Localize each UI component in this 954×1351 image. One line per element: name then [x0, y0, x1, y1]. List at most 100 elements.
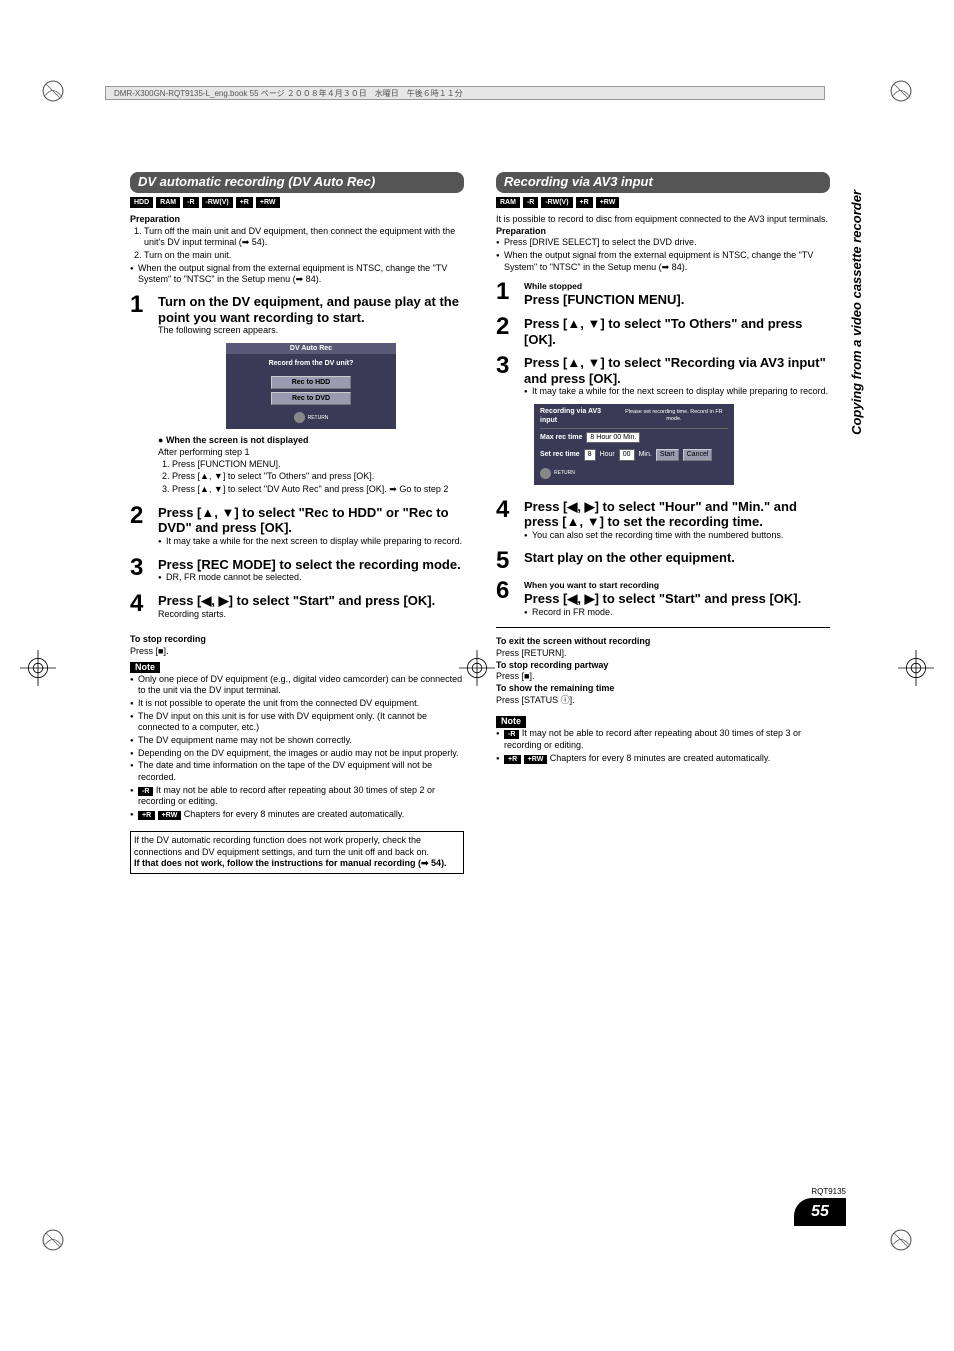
av3-dialog: Recording via AV3 input Please set recor… — [534, 404, 734, 484]
av3-intro: It is possible to record to disc from eq… — [496, 214, 830, 226]
return-icon — [294, 412, 305, 423]
step-title: Press [▲, ▼] to select "To Others" and p… — [524, 316, 830, 347]
troubleshoot-box: If the DV automatic recording function d… — [130, 831, 464, 874]
not-displayed-item: Press [▲, ▼] to select "DV Auto Rec" and… — [172, 484, 464, 496]
header-file-info: DMR-X300GN-RQT9135-L_eng.book 55 ページ ２００… — [105, 86, 825, 100]
set-rec-label: Set rec time — [540, 450, 580, 459]
min-unit: Min. — [639, 450, 652, 459]
badge-minus-r: -R — [504, 730, 519, 739]
doc-code: RQT9135 — [794, 1187, 846, 1196]
stop-partway-title: To stop recording partway — [496, 660, 830, 672]
dv-prep-heading: Preparation — [130, 214, 464, 226]
step-number: 4 — [496, 499, 514, 521]
hour-value[interactable]: 8 — [584, 449, 596, 460]
step-title: Press [◀, ▶] to select "Start" and press… — [524, 591, 830, 607]
step-number: 1 — [496, 281, 514, 303]
badge-plus-rw: +RW — [596, 197, 620, 208]
step-title: Turn on the DV equipment, and pause play… — [158, 294, 464, 325]
note-label: Note — [496, 716, 526, 728]
cancel-button[interactable]: Cancel — [683, 449, 713, 460]
stop-recording-text: Press [■]. — [130, 646, 464, 658]
step-after-text: Recording starts. — [158, 609, 464, 621]
dv-dialog-return: RETURN — [226, 408, 396, 423]
step-note: DR, FR mode cannot be selected. — [158, 572, 464, 584]
step-after-text: The following screen appears. — [158, 325, 464, 337]
note-item: Only one piece of DV equipment (e.g., di… — [130, 674, 464, 697]
av3-prep-heading: Preparation — [496, 226, 830, 238]
note-item: The DV input on this unit is for use wit… — [130, 711, 464, 734]
step-title: Press [▲, ▼] to select "Recording via AV… — [524, 355, 830, 386]
badge-plus-rw: +RW — [158, 811, 182, 820]
step-number: 3 — [496, 355, 514, 377]
not-displayed-lead: After performing step 1 — [158, 447, 464, 459]
column-dv-auto-rec: DV automatic recording (DV Auto Rec) HDD… — [130, 172, 464, 874]
start-button[interactable]: Start — [656, 449, 679, 460]
badge-ram: RAM — [496, 197, 520, 208]
note-item: +R +RW Chapters for every 8 minutes are … — [496, 753, 830, 765]
remaining-title: To show the remaining time — [496, 683, 830, 695]
return-label: RETURN — [554, 470, 575, 477]
not-displayed-item: Press [FUNCTION MENU]. — [172, 459, 464, 471]
max-rec-value: 8 Hour 00 Min. — [586, 432, 640, 443]
step-note: You can also set the recording time with… — [524, 530, 830, 542]
step-title: Press [REC MODE] to select the recording… — [158, 557, 464, 573]
min-value[interactable]: 00 — [619, 449, 635, 460]
badge-plus-r: +R — [576, 197, 593, 208]
not-displayed-list: Press [FUNCTION MENU]. Press [▲, ▼] to s… — [158, 459, 464, 496]
badge-minus-rw-v: -RW(V) — [202, 197, 233, 208]
dv-prep-item: Turn off the main unit and DV equipment,… — [144, 226, 464, 249]
register-mark-br — [890, 1229, 912, 1251]
register-mark-bl — [42, 1229, 64, 1251]
badge-minus-r: -R — [523, 197, 538, 208]
badge-plus-rw: +RW — [524, 755, 548, 764]
stop-recording-title: To stop recording — [130, 634, 464, 646]
step-note: Record in FR mode. — [524, 607, 830, 619]
dv-prep-list: Turn off the main unit and DV equipment,… — [130, 226, 464, 262]
step-title: Press [◀, ▶] to select "Hour" and "Min."… — [524, 499, 830, 530]
exit-title: To exit the screen without recording — [496, 636, 830, 648]
dv-dialog-title: DV Auto Rec — [226, 343, 396, 354]
badge-plus-r: +R — [138, 811, 155, 820]
trouble-bold: If that does not work, follow the instru… — [134, 858, 460, 870]
dv-rec-to-dvd-button[interactable]: Rec to DVD — [271, 392, 351, 405]
badge-plus-r: +R — [504, 755, 521, 764]
sidebar-section-label: Copying from a video cassette recorder — [849, 190, 864, 435]
note-item: It is not possible to operate the unit f… — [130, 698, 464, 710]
badge-minus-rw-v: -RW(V) — [541, 197, 572, 208]
page-number: 55 — [794, 1198, 846, 1226]
step-pre: While stopped — [524, 281, 830, 292]
step-title: Press [◀, ▶] to select "Start" and press… — [158, 593, 464, 609]
badge-hdd: HDD — [130, 197, 153, 208]
return-icon — [540, 468, 551, 479]
step-title: Press [▲, ▼] to select "Rec to HDD" or "… — [158, 505, 464, 536]
step-number: 4 — [130, 593, 148, 615]
step-number: 2 — [496, 316, 514, 338]
note-item: +R +RW Chapters for every 8 minutes are … — [130, 809, 464, 821]
note-item: -R It may not be able to record after re… — [130, 785, 464, 808]
not-displayed-item: Press [▲, ▼] to select "To Others" and p… — [172, 471, 464, 483]
dv-prep-note: When the output signal from the external… — [130, 263, 464, 286]
dv-note-list: Only one piece of DV equipment (e.g., di… — [130, 674, 464, 821]
badge-minus-r: -R — [138, 787, 153, 796]
step-note: It may take a while for the next screen … — [524, 386, 830, 398]
hour-unit: Hour — [600, 450, 615, 459]
note-label: Note — [130, 662, 160, 674]
badge-ram: RAM — [156, 197, 180, 208]
av3-prep-note: When the output signal from the external… — [496, 250, 830, 273]
note-item: Depending on the DV equipment, the image… — [130, 748, 464, 760]
note-item: The date and time information on the tap… — [130, 760, 464, 783]
av3-section-title: Recording via AV3 input — [496, 172, 830, 193]
step-title: Start play on the other equipment. — [524, 550, 830, 566]
register-mark-tr — [890, 80, 912, 102]
dv-prep-item: Turn on the main unit. — [144, 250, 464, 262]
stop-partway-text: Press [■]. — [496, 671, 830, 683]
dv-rec-to-hdd-button[interactable]: Rec to HDD — [271, 376, 351, 389]
cross-register-left — [20, 650, 56, 686]
remaining-text: Press [STATUS ⓘ]. — [496, 695, 830, 707]
cross-register-right — [898, 650, 934, 686]
step-note: It may take a while for the next screen … — [158, 536, 464, 548]
step-number: 2 — [130, 505, 148, 527]
av3-dialog-subtitle: Please set recording time. Record in FR … — [620, 409, 728, 423]
dv-section-title: DV automatic recording (DV Auto Rec) — [130, 172, 464, 193]
dv-dialog-prompt: Record from the DV unit? — [226, 354, 396, 373]
